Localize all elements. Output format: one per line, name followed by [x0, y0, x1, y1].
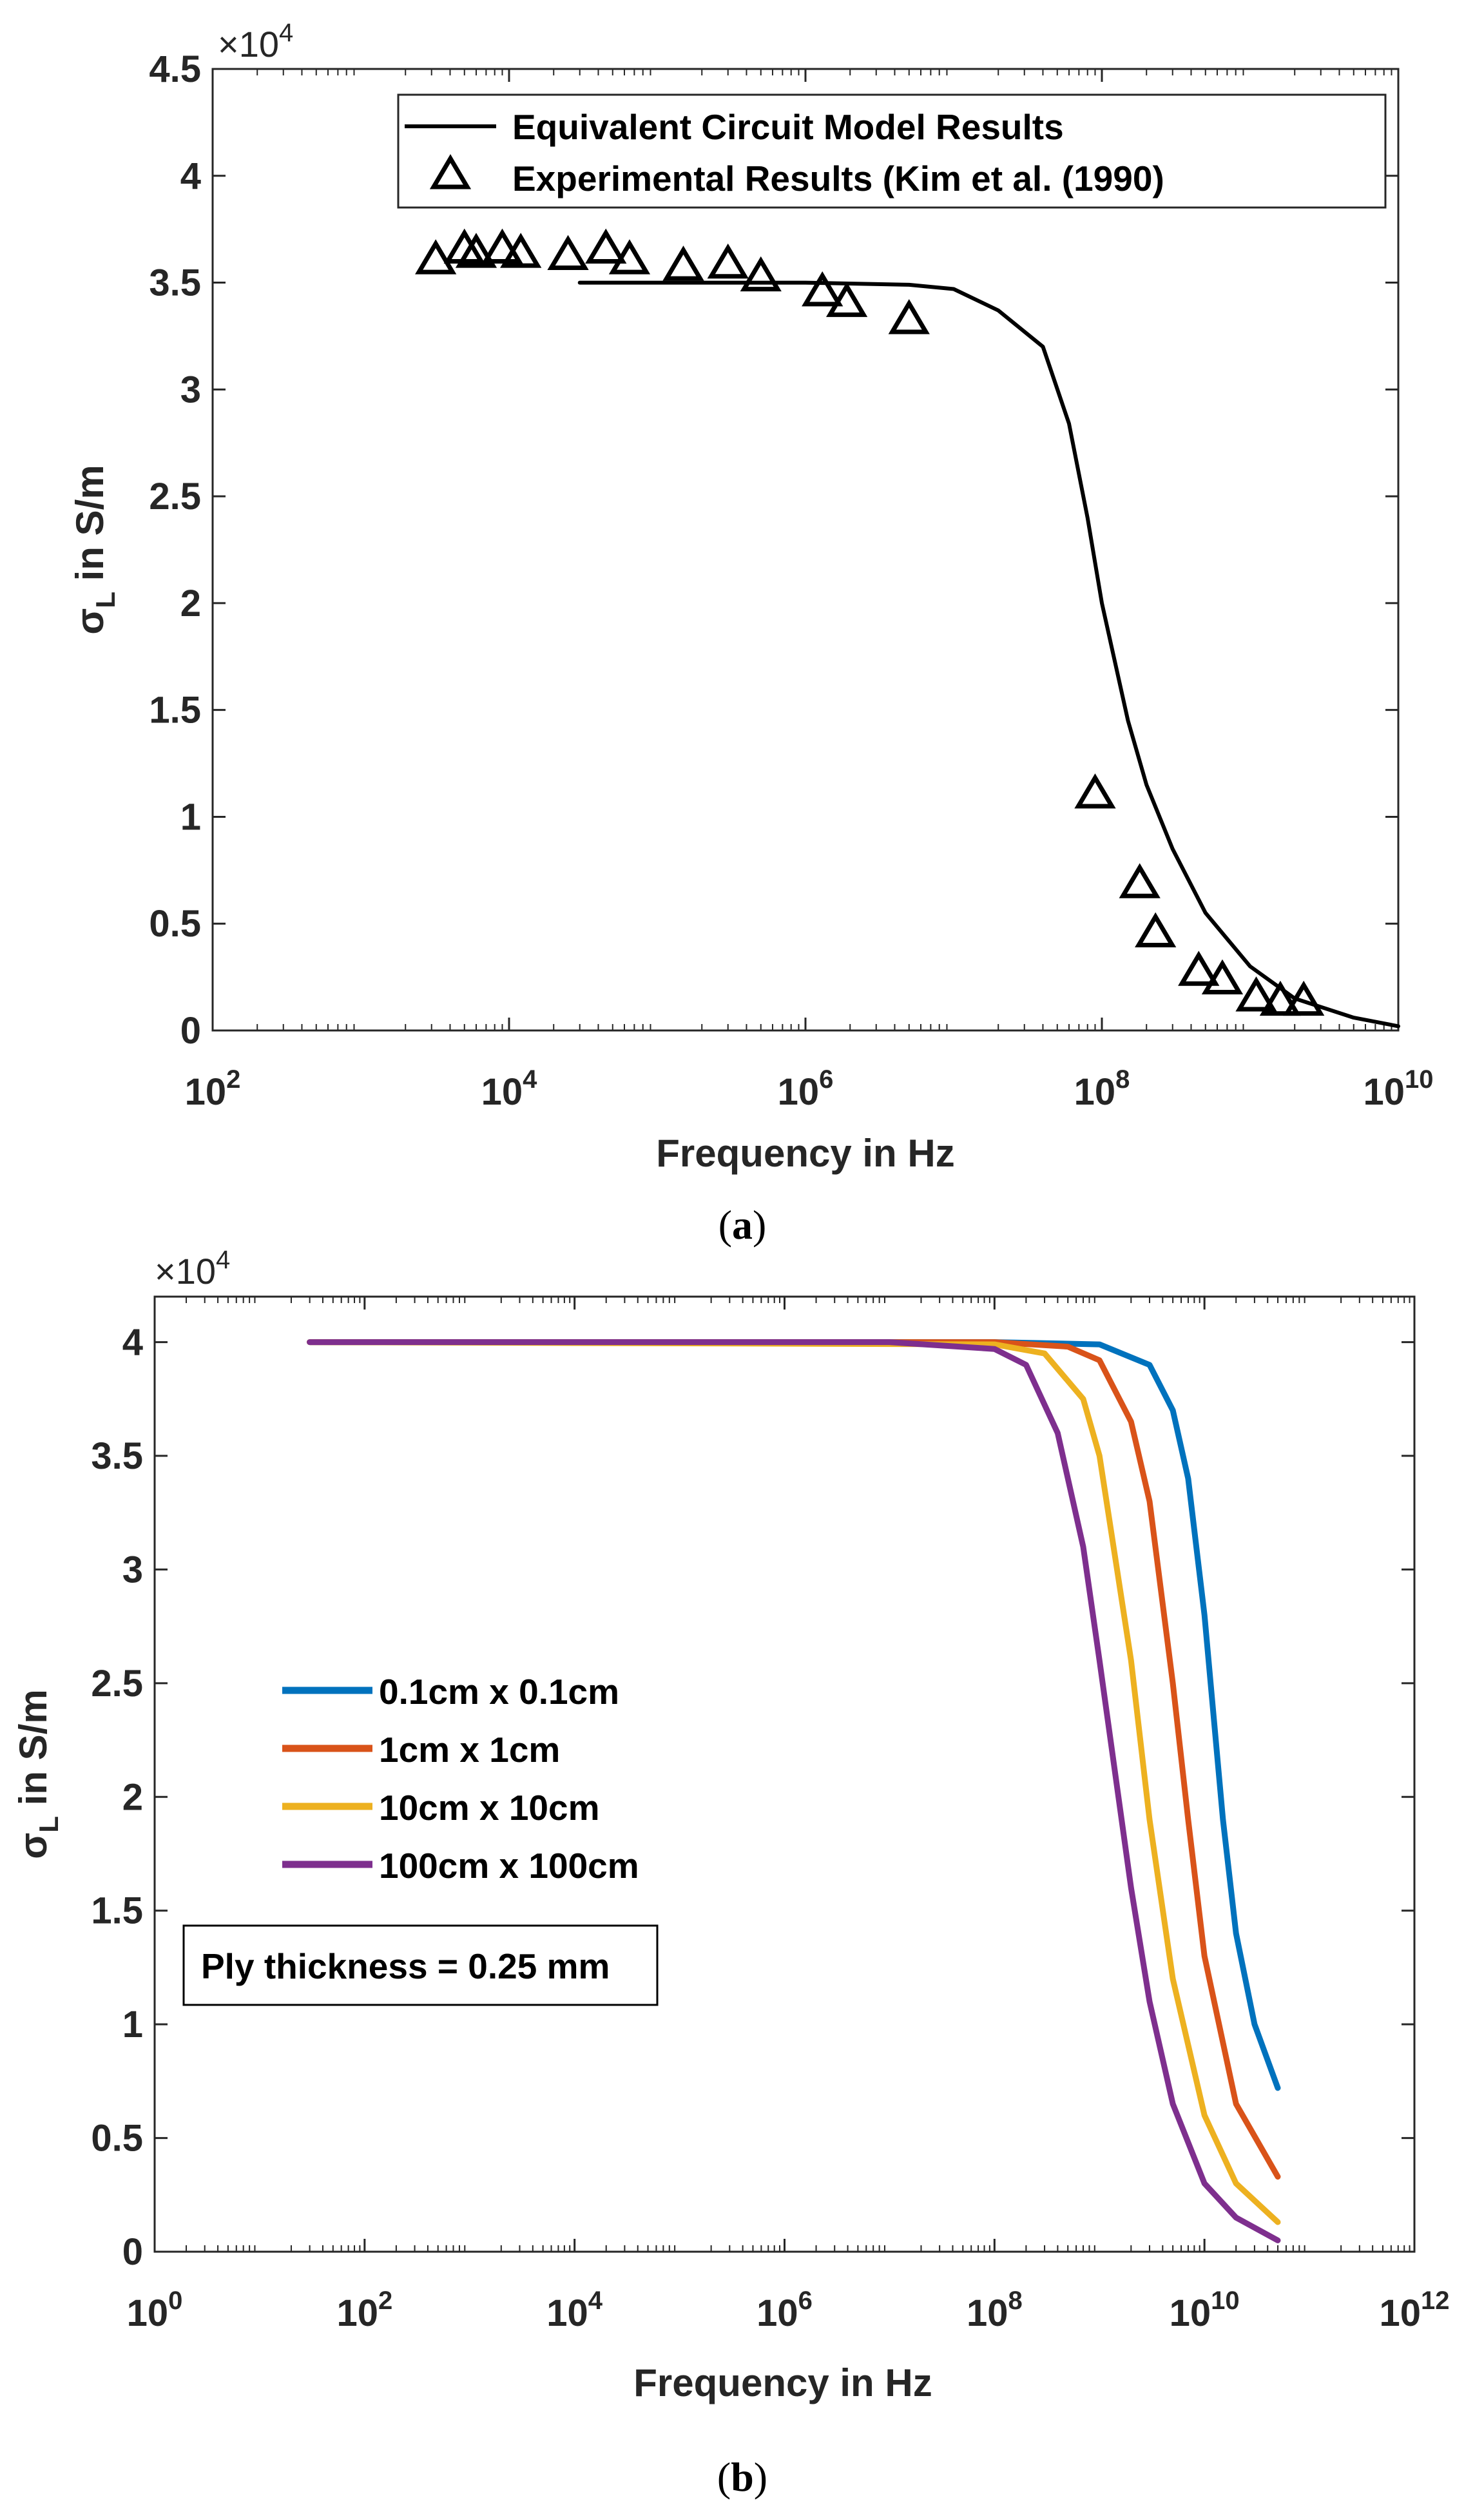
legend-label-model: Equivalent Circuit Model Results: [512, 107, 1064, 147]
legend-a: Equivalent Circuit Model Results Experim…: [397, 93, 1387, 209]
experimental-point: [1178, 951, 1220, 986]
annotation-ply-thickness: Ply thickness = 0.25 mm: [182, 1924, 659, 2006]
experimental-point: [802, 271, 843, 307]
experimental-point: [1201, 959, 1244, 994]
y-axis-label-a: σL in S/m: [68, 465, 120, 634]
series-group-a: [415, 228, 1400, 1029]
plot-area-a: [211, 68, 1400, 1032]
y-tick-label: 3: [122, 1549, 143, 1591]
series-line-a-0: [577, 280, 1400, 1029]
experimental-point: [481, 228, 523, 264]
legend-label-0.1cm: 0.1cm x 0.1cm: [379, 1672, 619, 1712]
panel-caption-a: (a): [718, 1202, 767, 1248]
y-tick-label: 1: [122, 2004, 143, 2045]
annotation-box: [182, 1924, 659, 2006]
x-tick-label: 102: [336, 2287, 392, 2334]
experimental-point: [500, 233, 542, 268]
experimental-point: [547, 235, 589, 270]
y-tick-label: 2.5: [149, 476, 201, 517]
y-tick-label: 4.5: [149, 48, 201, 90]
legend-b: 0.1cm x 0.1cm 1cm x 1cm 10cm x 10cm 100c…: [282, 1672, 639, 1886]
series-line-b-2: [307, 1339, 1281, 2225]
axis-ticks-a: 102 104 106 108 1010 0 0.5 1 1.5 2 2.5 3 3.5 4 4.5: [149, 48, 1433, 1113]
legend-label-10cm: 10cm x 10cm: [379, 1788, 600, 1828]
x-tick-label: 104: [546, 2287, 603, 2334]
experimental-point: [825, 282, 868, 317]
y-multiplier-b: ×104: [155, 1246, 230, 1291]
panel-caption-b: (b): [717, 2454, 767, 2500]
series-line-b-1: [307, 1339, 1281, 2180]
legend-swatch-experimental: [429, 154, 472, 189]
x-tick-label: 106: [756, 2287, 813, 2334]
experimental-point: [662, 246, 704, 281]
experimental-point: [1119, 863, 1161, 898]
y-tick-label: 3: [180, 369, 201, 411]
experimental-point: [1135, 912, 1177, 948]
y-tick-label: 2: [122, 1776, 143, 1818]
annotation-text: Ply thickness = 0.25 mm: [201, 1946, 610, 1986]
experimental-point: [455, 233, 497, 268]
series-group-b: [307, 1339, 1281, 2243]
x-tick-label: 108: [1074, 1065, 1130, 1113]
experimental-point: [707, 243, 749, 279]
y-tick-label: 1: [180, 796, 201, 838]
legend-label-100cm: 100cm x 100cm: [379, 1846, 639, 1886]
experimental-point: [1235, 976, 1277, 1012]
experimental-point: [585, 228, 627, 264]
x-tick-label: 102: [185, 1065, 241, 1113]
experimental-point: [608, 239, 651, 275]
experimental-point: [1283, 980, 1325, 1016]
y-tick-label: 2.5: [91, 1663, 143, 1705]
y-multiplier-a: ×104: [218, 19, 293, 64]
x-axis-label-a: Frequency in Hz: [656, 1132, 954, 1175]
experimental-point: [888, 299, 930, 334]
y-tick-label: 0.5: [91, 2118, 143, 2160]
legend-label-1cm: 1cm x 1cm: [379, 1730, 560, 1770]
experimental-point: [1259, 980, 1302, 1016]
x-tick-label: 1010: [1363, 1065, 1433, 1113]
x-tick-label: 106: [778, 1065, 834, 1113]
y-tick-label: 0: [180, 1010, 201, 1052]
chart-panel-a: 102 104 106 108 1010 0 0.5 1 1.5 2 2.5 3 3.5 4 4.5 ×10…: [68, 19, 1434, 1248]
y-tick-label: 1.5: [149, 690, 201, 731]
x-tick-label: 1010: [1170, 2287, 1240, 2334]
experimental-point: [740, 256, 782, 292]
y-tick-label: 0: [122, 2231, 143, 2273]
series-line-b-3: [307, 1339, 1281, 2243]
y-tick-label: 0.5: [149, 903, 201, 945]
y-tick-label: 3.5: [91, 1435, 143, 1477]
x-tick-label: 1012: [1379, 2287, 1449, 2334]
x-tick-label: 100: [127, 2287, 183, 2334]
plot-area-b: [153, 1295, 1416, 2253]
experimental-point: [1074, 773, 1116, 809]
experimental-point: [415, 239, 457, 275]
y-tick-label: 1.5: [91, 1890, 143, 1932]
x-axis-label-b: Frequency in Hz: [633, 2361, 932, 2404]
chart-panel-b: 100 102 104 106 108 1010 1012 0 0.5 1 1.5 2 2.5 3 3.5 4…: [12, 1246, 1450, 2500]
legend-box-a: [397, 93, 1387, 209]
y-tick-label: 4: [180, 155, 201, 197]
y-tick-label: 2: [180, 583, 201, 624]
y-tick-label: 4: [122, 1322, 143, 1364]
x-tick-label: 108: [967, 2287, 1023, 2334]
y-tick-label: 3.5: [149, 262, 201, 304]
legend-label-experimental: Experimental Results (Kim et al. (1990): [512, 159, 1164, 198]
axis-ticks-b: 100 102 104 106 108 1010 1012 0 0.5 1 1.5 2 2.5 3 3.5 4: [91, 1297, 1450, 2334]
y-axis-label-b: σL in S/m: [12, 1689, 64, 1859]
x-tick-label: 104: [481, 1065, 538, 1113]
